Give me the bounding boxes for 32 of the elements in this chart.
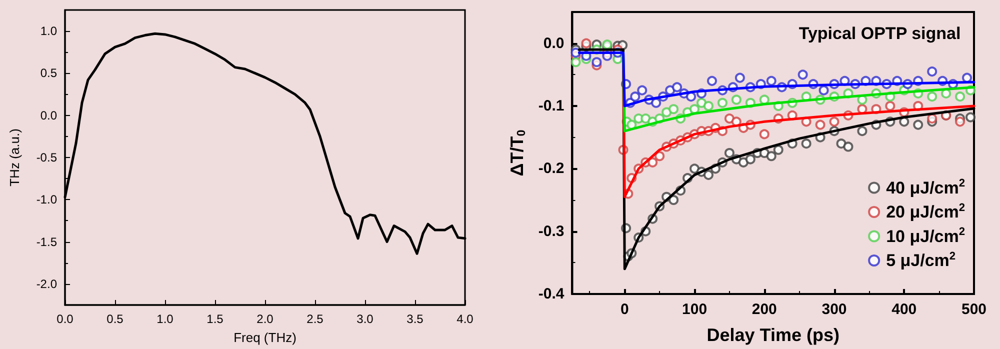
x-tick-label: 0.0 bbox=[56, 312, 74, 326]
x-tick-label: 100 bbox=[682, 301, 708, 318]
x-tick-label: 3.5 bbox=[406, 312, 424, 326]
y-tick-label: -0.3 bbox=[538, 222, 564, 240]
x-tick-label: 200 bbox=[752, 301, 777, 318]
x-axis-title: Freq (THz) bbox=[234, 330, 296, 345]
y-tick-label: -0.4 bbox=[538, 286, 565, 302]
x-tick-label: 2.0 bbox=[256, 312, 274, 326]
x-tick-label: 400 bbox=[892, 301, 917, 318]
y-tick-label: 0.5 bbox=[40, 66, 58, 80]
text: Typical OPTP signal bbox=[798, 24, 961, 43]
x-tick-label: 0 bbox=[620, 301, 629, 318]
y-tick-label: 0.0 bbox=[543, 34, 564, 52]
x-tick-label: 4.0 bbox=[456, 312, 474, 326]
y-tick-label: -1.0 bbox=[36, 192, 58, 207]
y-tick-label: -0.1 bbox=[538, 98, 564, 114]
x-tick-label: 1.5 bbox=[206, 312, 224, 326]
y-axis-title: THz (a.u.) bbox=[7, 128, 22, 186]
y-tick-label: 1.0 bbox=[40, 24, 58, 38]
y-axis-title: ΔT/T0 bbox=[507, 129, 528, 176]
x-tick-label: 500 bbox=[961, 301, 987, 318]
x-tick-label: 2.5 bbox=[306, 312, 324, 326]
x-tick-label: 3.0 bbox=[356, 312, 374, 326]
y-tick-label: -0.5 bbox=[36, 150, 58, 164]
x-axis-title: Delay Time (ps) bbox=[706, 325, 840, 345]
y-tick-label: -1.5 bbox=[36, 234, 58, 249]
x-tick-label: 0.5 bbox=[106, 312, 124, 326]
y-tick-label: 0.0 bbox=[40, 108, 58, 122]
x-tick-label: 300 bbox=[822, 301, 847, 318]
y-tick-label: -2.0 bbox=[36, 276, 58, 291]
x-tick-label: 1.0 bbox=[156, 312, 174, 326]
y-tick-label: -0.2 bbox=[538, 160, 564, 178]
